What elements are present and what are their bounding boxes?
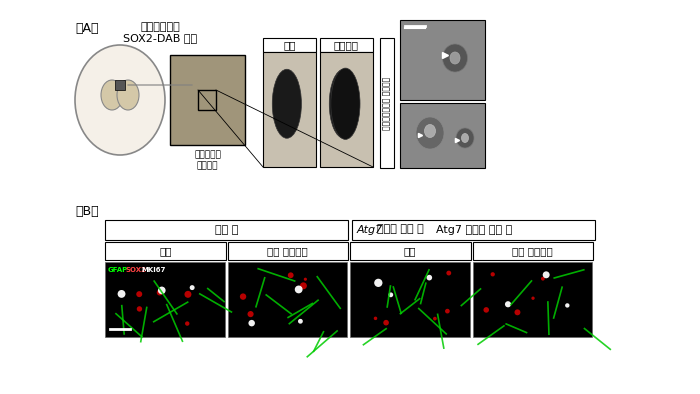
FancyBboxPatch shape bbox=[105, 242, 225, 260]
FancyBboxPatch shape bbox=[350, 242, 470, 260]
Ellipse shape bbox=[101, 80, 123, 110]
FancyBboxPatch shape bbox=[228, 242, 348, 260]
Ellipse shape bbox=[118, 290, 125, 298]
Bar bbox=[350, 262, 470, 337]
Text: 전자현미경
홈영사진: 전자현미경 홈영사진 bbox=[194, 150, 221, 170]
Ellipse shape bbox=[248, 311, 253, 317]
Ellipse shape bbox=[484, 307, 489, 313]
Ellipse shape bbox=[300, 282, 307, 289]
FancyBboxPatch shape bbox=[320, 38, 373, 52]
Bar bbox=[228, 262, 347, 337]
FancyBboxPatch shape bbox=[352, 220, 595, 240]
Ellipse shape bbox=[491, 272, 495, 277]
Ellipse shape bbox=[505, 301, 511, 307]
Ellipse shape bbox=[531, 297, 535, 300]
Ellipse shape bbox=[384, 320, 389, 325]
Ellipse shape bbox=[331, 68, 360, 139]
Text: Atg7 유전자 결손 쥐: Atg7 유전자 결손 쥐 bbox=[436, 225, 512, 235]
Text: 유전자 결손 쥐: 유전자 결손 쥐 bbox=[377, 225, 424, 234]
Ellipse shape bbox=[185, 291, 191, 298]
Bar bbox=[473, 262, 592, 337]
Ellipse shape bbox=[240, 294, 246, 300]
Ellipse shape bbox=[117, 80, 139, 110]
Ellipse shape bbox=[374, 279, 382, 287]
Bar bbox=[198, 90, 216, 110]
Ellipse shape bbox=[136, 306, 142, 312]
Ellipse shape bbox=[374, 317, 377, 320]
Ellipse shape bbox=[75, 45, 165, 155]
Ellipse shape bbox=[433, 317, 437, 320]
Text: 〈B〉: 〈B〉 bbox=[75, 205, 99, 218]
Text: 만성 스튰레스: 만성 스튰레스 bbox=[512, 246, 553, 256]
Text: SOX2: SOX2 bbox=[125, 267, 146, 273]
Bar bbox=[400, 103, 485, 168]
Ellipse shape bbox=[426, 275, 432, 281]
Ellipse shape bbox=[158, 286, 166, 294]
Ellipse shape bbox=[304, 278, 307, 281]
FancyBboxPatch shape bbox=[380, 38, 394, 168]
Text: MKI67: MKI67 bbox=[141, 267, 165, 273]
Text: SOX2-DAB 염색: SOX2-DAB 염색 bbox=[123, 33, 197, 43]
Bar bbox=[263, 52, 316, 167]
Ellipse shape bbox=[456, 128, 474, 148]
Bar bbox=[115, 80, 125, 90]
Ellipse shape bbox=[450, 52, 460, 64]
Text: 전자현미경사진 스트레스: 전자현미경사진 스트레스 bbox=[382, 76, 391, 130]
Ellipse shape bbox=[248, 320, 255, 326]
Ellipse shape bbox=[416, 117, 444, 149]
Bar bbox=[320, 52, 373, 167]
Ellipse shape bbox=[389, 292, 393, 297]
Ellipse shape bbox=[157, 290, 162, 296]
Text: 〈A〉: 〈A〉 bbox=[75, 22, 99, 35]
Text: 정상: 정상 bbox=[159, 246, 172, 256]
Text: 정상: 정상 bbox=[284, 40, 295, 50]
Ellipse shape bbox=[185, 322, 190, 326]
Ellipse shape bbox=[514, 309, 520, 315]
Bar bbox=[105, 262, 225, 337]
Text: 스트레스: 스트레스 bbox=[334, 40, 359, 50]
FancyBboxPatch shape bbox=[473, 242, 593, 260]
Text: 정상: 정상 bbox=[404, 246, 416, 256]
FancyBboxPatch shape bbox=[105, 220, 348, 240]
FancyBboxPatch shape bbox=[170, 55, 245, 145]
Text: GFAP: GFAP bbox=[108, 267, 128, 273]
Ellipse shape bbox=[447, 271, 452, 275]
Ellipse shape bbox=[288, 272, 293, 278]
Ellipse shape bbox=[461, 134, 468, 143]
Text: Atg7: Atg7 bbox=[357, 225, 383, 235]
FancyBboxPatch shape bbox=[263, 38, 316, 52]
Bar bbox=[400, 20, 485, 100]
Ellipse shape bbox=[298, 319, 303, 324]
Ellipse shape bbox=[190, 285, 195, 290]
Text: 보통 췄: 보통 췄 bbox=[215, 225, 238, 235]
Ellipse shape bbox=[445, 309, 449, 314]
Text: 면역조직화학: 면역조직화학 bbox=[140, 22, 180, 32]
Ellipse shape bbox=[424, 125, 435, 138]
Ellipse shape bbox=[565, 303, 570, 308]
Ellipse shape bbox=[329, 69, 358, 138]
Ellipse shape bbox=[442, 44, 468, 72]
Ellipse shape bbox=[541, 277, 545, 281]
Ellipse shape bbox=[136, 291, 142, 297]
Ellipse shape bbox=[295, 286, 302, 294]
Text: 만성 스트레스: 만성 스트레스 bbox=[267, 246, 308, 256]
Ellipse shape bbox=[272, 69, 302, 138]
Ellipse shape bbox=[542, 271, 550, 278]
